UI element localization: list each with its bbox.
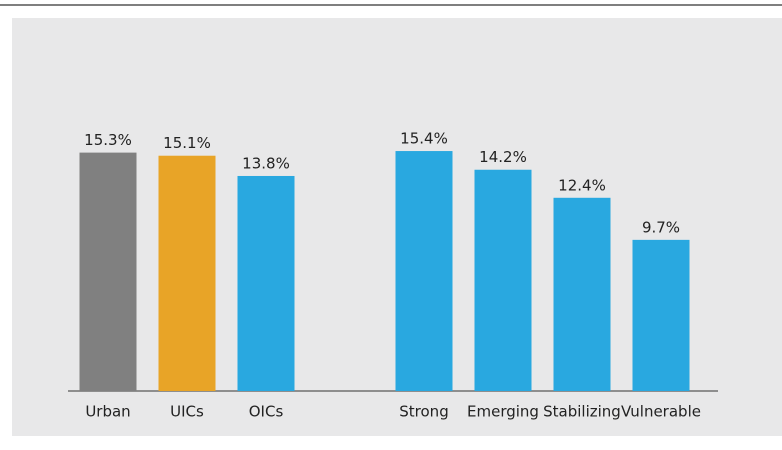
bar — [632, 239, 690, 391]
bar — [474, 169, 532, 391]
x-tick-label: Strong — [399, 403, 448, 421]
value-label: 12.4% — [558, 176, 606, 194]
value-label: 15.4% — [400, 130, 448, 148]
value-label: 13.8% — [242, 154, 290, 172]
bar — [158, 155, 216, 391]
x-tick-label: Emerging — [467, 403, 539, 421]
bar — [79, 152, 137, 391]
value-label: 9.7% — [642, 218, 680, 236]
bar — [395, 151, 453, 391]
x-tick-label: Stabilizing — [543, 403, 621, 421]
x-tick-label: OICs — [249, 403, 284, 421]
value-label: 15.3% — [84, 131, 132, 149]
bar — [553, 197, 611, 391]
x-tick-label: UICs — [170, 403, 204, 421]
bar — [237, 175, 295, 391]
x-tick-label: Vulnerable — [621, 403, 701, 421]
x-tick-label: Urban — [85, 403, 130, 421]
value-label: 14.2% — [479, 148, 527, 166]
value-label: 15.1% — [163, 134, 211, 152]
